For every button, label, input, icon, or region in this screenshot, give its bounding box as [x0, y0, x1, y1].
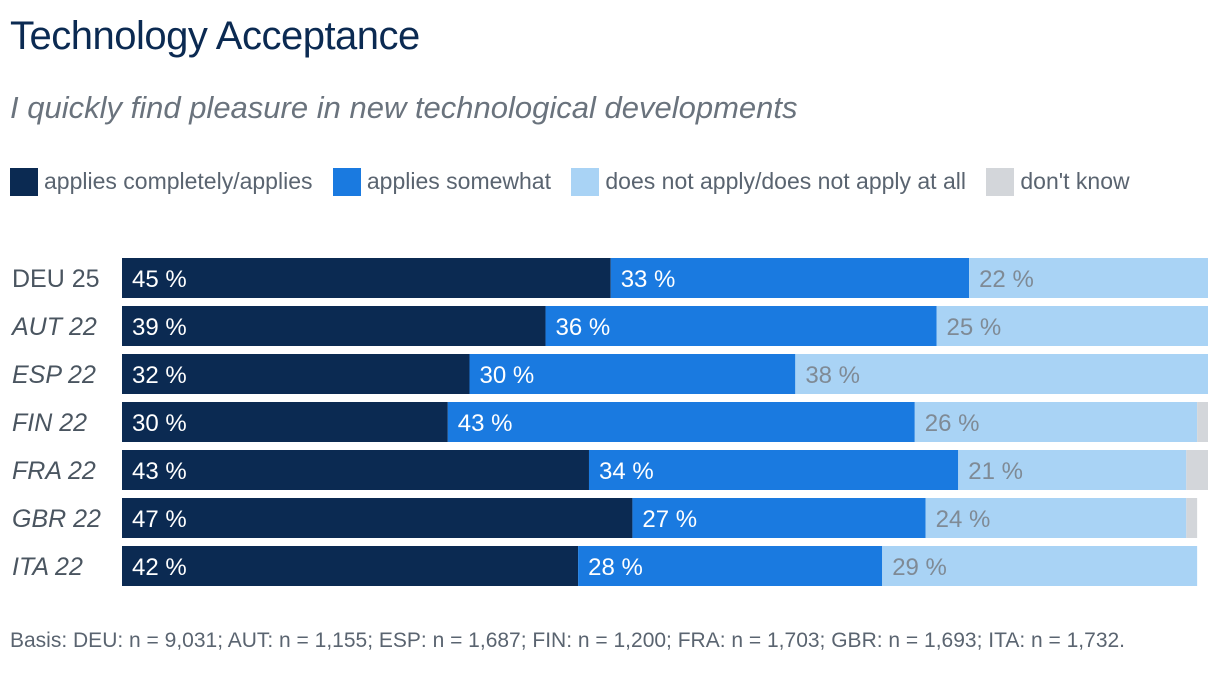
- legend-item-not-apply: does not apply/does not apply at all: [571, 168, 966, 196]
- data-label: 32 %: [132, 362, 187, 389]
- data-label: 43 %: [132, 458, 187, 485]
- bar-segment: [1186, 498, 1198, 538]
- data-label: 38 %: [805, 362, 860, 389]
- chart-subtitle: I quickly find pleasure in new technolog…: [10, 90, 798, 125]
- legend-swatch: [10, 168, 38, 196]
- legend-item-completely: applies completely/applies: [10, 168, 313, 196]
- category-label: GBR 22: [12, 505, 101, 533]
- bar-segment: [1186, 450, 1208, 490]
- bar-segment: [122, 498, 633, 538]
- category-label: FRA 22: [12, 457, 96, 485]
- bar-segment: [545, 306, 937, 346]
- data-label: 26 %: [925, 410, 980, 437]
- bar-segment: [122, 546, 579, 586]
- bar-segment: [122, 306, 546, 346]
- bar-segment: [882, 546, 1198, 586]
- legend-swatch: [986, 168, 1015, 196]
- footnote: Basis: DEU: n = 9,031; AUT: n = 1,155; E…: [10, 629, 1126, 652]
- bar-segment: [925, 498, 1187, 538]
- data-label: 21 %: [968, 458, 1023, 485]
- bar-segment: [958, 450, 1187, 490]
- category-label: DEU 25: [12, 265, 100, 293]
- data-label: 29 %: [892, 554, 947, 581]
- bar-segment: [632, 498, 926, 538]
- data-label: 36 %: [556, 314, 611, 341]
- bar-segment: [122, 402, 448, 442]
- category-label: ESP 22: [12, 361, 96, 389]
- bar-segment: [914, 402, 1198, 442]
- data-label: 42 %: [132, 554, 187, 581]
- category-label: FIN 22: [12, 409, 87, 437]
- bar-segment: [122, 450, 589, 490]
- data-label: 45 %: [132, 266, 187, 293]
- data-label: 30 %: [480, 362, 535, 389]
- data-label: 24 %: [936, 506, 991, 533]
- data-label: 34 %: [599, 458, 654, 485]
- data-label: 27 %: [642, 506, 697, 533]
- data-label: 22 %: [979, 266, 1034, 293]
- category-label: AUT 22: [10, 313, 97, 341]
- chart-title: Technology Acceptance: [10, 14, 420, 58]
- bar-segment: [588, 450, 959, 490]
- category-label: ITA 22: [12, 553, 83, 581]
- legend-swatch: [332, 168, 361, 196]
- bar-segment: [469, 354, 796, 394]
- legend-item-dont-know: don't know: [986, 168, 1130, 196]
- legend-label: applies completely/applies: [44, 168, 313, 194]
- legend-label: does not apply/does not apply at all: [605, 168, 966, 194]
- bar-segment: [969, 258, 1208, 298]
- bar-segment: [610, 258, 970, 298]
- bar-segment: [1197, 402, 1208, 442]
- legend: applies completely/applies applies somew…: [10, 164, 1210, 198]
- legend-label: applies somewhat: [366, 168, 551, 194]
- data-label: 39 %: [132, 314, 187, 341]
- data-label: 47 %: [132, 506, 187, 533]
- data-label: 43 %: [458, 410, 513, 437]
- bar-segment: [936, 306, 1208, 346]
- data-label: 28 %: [588, 554, 643, 581]
- legend-item-somewhat: applies somewhat: [332, 168, 551, 196]
- data-label: 25 %: [947, 314, 1002, 341]
- bar-segment: [122, 354, 470, 394]
- legend-label: don't know: [1020, 168, 1130, 194]
- bar-segment: [122, 258, 611, 298]
- data-label: 33 %: [621, 266, 676, 293]
- data-label: 30 %: [132, 410, 187, 437]
- bar-segment: [578, 546, 883, 586]
- bar-segment: [447, 402, 915, 442]
- bar-segment: [795, 354, 1208, 394]
- legend-swatch: [571, 168, 600, 196]
